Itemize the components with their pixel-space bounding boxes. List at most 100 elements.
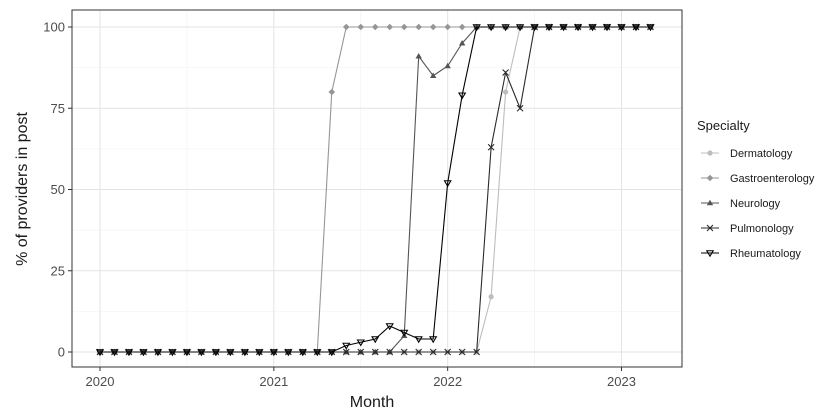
data-point-pulmonology: [473, 348, 481, 356]
data-point-pulmonology: [371, 348, 379, 356]
data-point-pulmonology: [386, 348, 394, 356]
data-point-rheumatology: [371, 336, 380, 344]
x-tick-label: 2021: [259, 374, 288, 389]
data-point-gastroenterology: [328, 88, 336, 96]
y-tick-label: 100: [43, 20, 65, 35]
data-point-rheumatology: [226, 349, 235, 357]
data-point-rheumatology: [168, 349, 177, 357]
y-tick-label: 75: [51, 101, 65, 116]
legend-item-neurology: Neurology: [701, 198, 781, 210]
data-point-rheumatology: [631, 24, 641, 32]
data-point-gastroenterology: [444, 23, 451, 31]
data-point-gastroenterology: [386, 23, 394, 31]
data-point-neurology: [415, 53, 422, 59]
x-axis-title: Month: [350, 394, 394, 411]
data-point-neurology: [429, 72, 437, 78]
legend-key-marker: [705, 250, 715, 258]
data-point-rheumatology: [110, 349, 119, 357]
data-point-gastroenterology: [415, 23, 422, 31]
gridlines: [72, 10, 682, 367]
data-point-rheumatology: [400, 329, 409, 337]
series-line-rheumatology: [100, 26, 651, 353]
data-point-neurology: [458, 40, 466, 46]
data-point-gastroenterology: [371, 23, 379, 31]
legend: Specialty Dermatology Gastroenterology Neu…: [697, 118, 815, 260]
data-point-rheumatology: [197, 349, 206, 357]
x-tick-label: 2023: [607, 374, 636, 389]
legend-label: Dermatology: [730, 148, 793, 160]
data-point-pulmonology: [487, 143, 495, 151]
data-point-rheumatology: [139, 349, 148, 357]
legend-title: Specialty: [697, 118, 750, 133]
data-point-rheumatology: [588, 24, 597, 32]
x-tick-label: 2020: [86, 374, 115, 389]
data-point-pulmonology: [415, 348, 423, 356]
legend-label: Neurology: [730, 198, 781, 210]
data-point-rheumatology: [356, 339, 365, 347]
data-point-pulmonology: [429, 348, 437, 356]
data-point-rheumatology: [573, 24, 583, 32]
data-point-rheumatology: [602, 24, 612, 32]
data-point-pulmonology: [342, 348, 350, 356]
x-tick-label: 2022: [433, 374, 462, 389]
legend-item-dermatology: Dermatology: [701, 148, 793, 160]
data-point-rheumatology: [298, 349, 307, 357]
data-point-rheumatology: [385, 323, 394, 331]
legend-label: Rheumatology: [730, 248, 801, 260]
y-tick-label: 25: [51, 263, 65, 278]
data-point-rheumatology: [240, 349, 250, 357]
axes-layer: 0 25 50 75 100 2020 2021 2022 2023: [43, 20, 636, 390]
data-point-pulmonology: [458, 348, 466, 356]
data-point-rheumatology: [182, 349, 192, 357]
data-point-rheumatology: [124, 349, 134, 357]
data-point-rheumatology: [327, 349, 336, 357]
data-point-rheumatology: [342, 342, 351, 350]
data-point-rheumatology: [153, 349, 163, 357]
data-point-rheumatology: [211, 349, 221, 357]
data-point-rheumatology: [255, 349, 264, 357]
data-point-rheumatology: [269, 349, 278, 357]
data-point-rheumatology: [617, 24, 626, 32]
data-point-rheumatology: [544, 24, 554, 32]
data-point-gastroenterology: [429, 23, 437, 31]
data-point-rheumatology: [429, 336, 438, 344]
y-axis-title: % of providers in post: [14, 112, 31, 266]
data-point-rheumatology: [559, 24, 568, 32]
legend-label: Gastroenterology: [730, 173, 815, 185]
series-layer: [95, 23, 655, 357]
data-point-rheumatology: [501, 24, 510, 32]
data-point-gastroenterology: [342, 23, 350, 31]
data-point-rheumatology: [284, 349, 293, 357]
legend-item-gastroenterology: Gastroenterology: [701, 173, 815, 185]
legend-label: Pulmonology: [730, 223, 794, 235]
data-point-rheumatology: [515, 24, 525, 32]
y-tick-label: 0: [58, 345, 65, 360]
y-tick-label: 50: [51, 182, 65, 197]
data-point-dermatology: [503, 89, 509, 95]
data-point-rheumatology: [486, 24, 496, 32]
legend-key-marker: [706, 224, 714, 232]
data-point-dermatology: [488, 294, 494, 300]
legend-item-rheumatology: Rheumatology: [701, 248, 801, 260]
data-point-pulmonology: [502, 69, 509, 76]
plot-panel: [71, 9, 683, 368]
data-point-gastroenterology: [357, 23, 365, 31]
data-point-rheumatology: [472, 24, 481, 32]
data-point-rheumatology: [313, 349, 322, 357]
data-point-rheumatology: [414, 336, 423, 344]
data-point-rheumatology: [646, 24, 655, 32]
data-point-pulmonology: [357, 348, 365, 356]
series-rheumatology: [95, 24, 655, 357]
data-point-gastroenterology: [400, 23, 408, 31]
legend-key-marker: [707, 150, 713, 156]
legend-item-pulmonology: Pulmonology: [701, 223, 794, 235]
data-point-neurology: [444, 62, 451, 69]
data-point-rheumatology: [530, 24, 539, 32]
legend-key-marker: [706, 199, 714, 206]
data-point-rheumatology: [95, 349, 105, 357]
data-point-rheumatology: [443, 180, 452, 188]
data-point-pulmonology: [516, 104, 524, 112]
data-point-pulmonology: [444, 348, 452, 356]
data-point-gastroenterology: [458, 23, 466, 31]
